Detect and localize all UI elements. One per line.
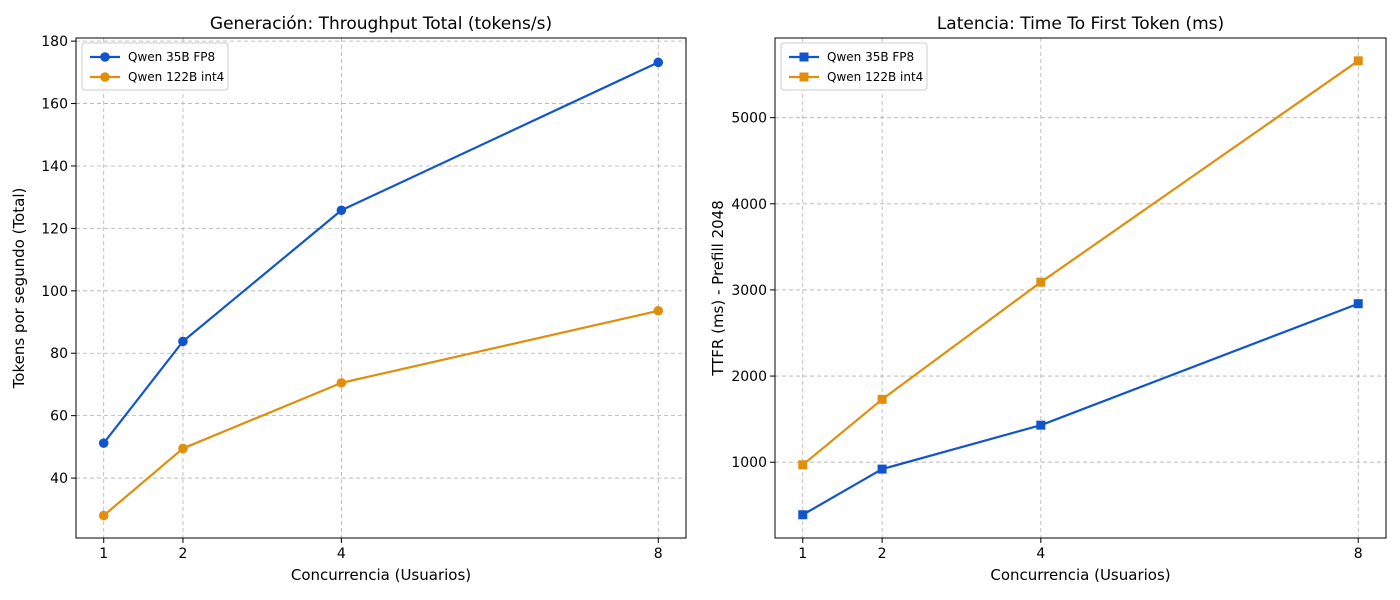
chart1-x-tick-label: 4 xyxy=(337,546,346,562)
chart2-group: 1 2 4 8 1000 2000 3000 4000 5000 Latencia: Time T… xyxy=(709,14,1386,584)
chart2-y-axis-label: TTFR (ms) - Prefill 2048 xyxy=(709,200,727,377)
chart2-x-tick-label: 2 xyxy=(878,546,887,562)
chart1-y-tick-label: 160 xyxy=(41,97,68,113)
chart1-series-2-point xyxy=(337,378,347,388)
chart2-series-2-point xyxy=(798,460,807,469)
chart1-legend-swatch-marker xyxy=(100,72,110,82)
chart1-x-tick-label: 2 xyxy=(178,546,187,562)
chart2-series-1-point xyxy=(1036,421,1045,430)
chart2-y-tick-label: 2000 xyxy=(731,369,767,385)
chart1-y-tick-label: 40 xyxy=(50,471,68,487)
chart1-y-axis-label: Tokens por segundo (Total) xyxy=(10,188,28,390)
chart1-x-tick-label: 8 xyxy=(654,546,663,562)
chart2-legend-swatch-marker xyxy=(800,53,809,62)
chart1-y-tick-label: 140 xyxy=(41,159,68,175)
chart1-legend-label: Qwen 35B FP8 xyxy=(128,50,215,64)
chart2-y-tick-label: 4000 xyxy=(731,197,767,213)
chart1-series-2-point xyxy=(653,306,663,316)
chart2-x-tick-label: 4 xyxy=(1036,546,1045,562)
chart1-series-2-point xyxy=(99,511,109,521)
chart-figure-svg: 1 2 4 8 40 60 80 100 120 140 160 180 Generación: Thr… xyxy=(0,0,1400,600)
chart1-title: Generación: Throughput Total (tokens/s) xyxy=(210,14,552,34)
chart2-series-1-line xyxy=(803,304,1358,515)
chart2-y-tick-label: 1000 xyxy=(731,455,767,471)
chart2-x-axis-label: Concurrencia (Usuarios) xyxy=(990,566,1170,584)
chart1-plot-frame xyxy=(76,38,686,538)
chart1-series-1-point xyxy=(653,58,663,68)
chart2-series-1-point xyxy=(878,465,887,474)
chart2-series-2-point xyxy=(1036,278,1045,287)
chart2-legend-label: Qwen 122B int4 xyxy=(827,70,923,84)
chart1-legend-swatch-marker xyxy=(100,52,110,62)
chart2-series-2-line xyxy=(803,61,1358,465)
chart2-legend-swatch-marker xyxy=(800,73,809,82)
chart1-x-tick-label: 1 xyxy=(99,546,108,562)
chart1-series-1-point xyxy=(337,205,347,215)
chart2-series-1-point xyxy=(798,510,807,519)
chart2-series-1-point xyxy=(1354,299,1363,308)
chart1-series-1-point xyxy=(178,337,188,347)
chart1-group: 1 2 4 8 40 60 80 100 120 140 160 180 Generación: Thr… xyxy=(10,14,686,584)
chart2-x-tick-label: 8 xyxy=(1354,546,1363,562)
chart2-plot-frame xyxy=(775,38,1386,538)
chart1-y-tick-label: 180 xyxy=(41,34,68,50)
figure: 1 2 4 8 40 60 80 100 120 140 160 180 Generación: Thr… xyxy=(0,0,1400,600)
chart1-y-tick-label: 60 xyxy=(50,409,68,425)
chart1-x-axis-label: Concurrencia (Usuarios) xyxy=(291,566,471,584)
chart1-legend-label: Qwen 122B int4 xyxy=(128,70,224,84)
chart1-y-tick-label: 80 xyxy=(50,346,68,362)
chart2-x-tick-label: 1 xyxy=(798,546,807,562)
chart1-series-2-point xyxy=(178,444,188,454)
chart2-legend-label: Qwen 35B FP8 xyxy=(827,50,914,64)
chart2-series-2-point xyxy=(1354,56,1363,65)
chart1-series-1-point xyxy=(99,438,109,448)
chart2-series-2-point xyxy=(878,395,887,404)
chart2-y-tick-label: 3000 xyxy=(731,283,767,299)
chart1-series-1-line xyxy=(104,62,659,443)
chart1-y-tick-label: 120 xyxy=(41,221,68,237)
chart2-y-tick-label: 5000 xyxy=(731,111,767,127)
chart2-title: Latencia: Time To First Token (ms) xyxy=(937,14,1224,34)
chart1-y-tick-label: 100 xyxy=(41,284,68,300)
